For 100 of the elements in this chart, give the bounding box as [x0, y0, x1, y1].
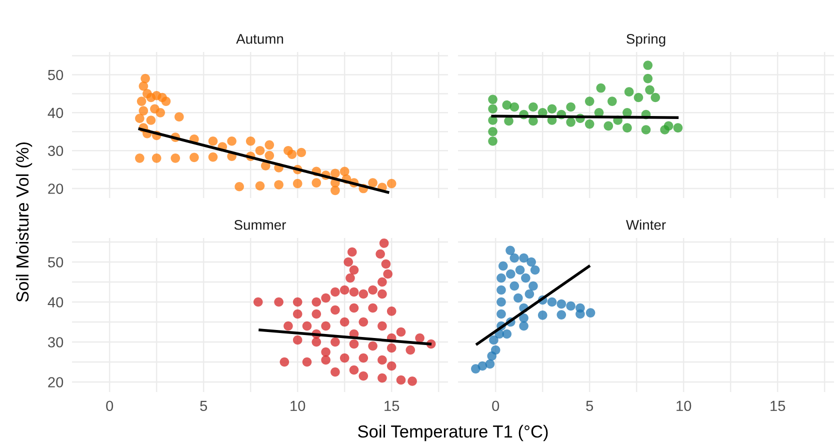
point	[378, 355, 387, 365]
x-tick-label: 10	[290, 400, 306, 412]
chart-title: Summer	[234, 220, 286, 230]
point	[586, 308, 596, 318]
point	[378, 321, 387, 331]
x-tick-label: 15	[384, 400, 400, 412]
point	[358, 371, 368, 381]
x-tick-label: 5	[586, 400, 594, 412]
y-tick-label: 20	[48, 377, 64, 388]
point	[524, 289, 534, 299]
y-tick-label: 40	[48, 108, 64, 118]
y-tick-label: 50	[48, 257, 64, 268]
point	[312, 178, 322, 188]
point	[208, 136, 218, 146]
point	[274, 180, 284, 190]
point	[415, 333, 424, 343]
point	[381, 259, 391, 269]
y-tick-label: 20	[48, 184, 64, 194]
point	[634, 92, 644, 102]
point	[368, 178, 378, 188]
point	[489, 335, 498, 345]
point	[349, 365, 359, 375]
point	[152, 154, 162, 163]
point	[302, 357, 312, 367]
point	[138, 106, 148, 116]
point	[521, 273, 530, 283]
point	[296, 148, 306, 158]
point	[312, 309, 322, 319]
point	[330, 305, 340, 315]
point	[208, 152, 218, 162]
point	[515, 265, 525, 275]
point	[622, 123, 632, 133]
point	[234, 182, 244, 192]
point	[502, 100, 512, 110]
point	[485, 359, 495, 369]
point	[576, 309, 585, 319]
point	[498, 261, 508, 271]
point	[340, 166, 350, 176]
point	[340, 285, 350, 295]
point	[386, 178, 396, 188]
point	[624, 87, 634, 96]
point	[378, 289, 387, 299]
point	[584, 96, 594, 106]
point	[330, 287, 340, 297]
y-tick-label: 40	[48, 297, 64, 308]
point	[547, 297, 557, 307]
point	[312, 337, 322, 347]
point	[566, 301, 576, 311]
point	[643, 60, 653, 70]
point	[386, 306, 396, 316]
point	[138, 81, 148, 91]
x-tick-label: 0	[106, 400, 114, 412]
point	[604, 121, 614, 131]
chart-title: Autumn	[236, 34, 284, 44]
point	[396, 375, 406, 385]
point	[378, 277, 387, 287]
point	[596, 83, 606, 93]
x-tick-label: 5	[200, 400, 208, 412]
point	[292, 297, 302, 307]
point	[504, 116, 514, 126]
x-tick-label: 0	[492, 400, 500, 412]
point	[519, 253, 528, 263]
point	[161, 96, 171, 106]
y-axis-title: Soil Moisture Vol (%)	[16, 142, 32, 302]
point	[650, 92, 660, 102]
point	[383, 269, 392, 279]
point	[347, 247, 357, 257]
point	[556, 310, 566, 320]
point	[321, 355, 330, 365]
point	[246, 136, 256, 146]
y-tick-label: 30	[48, 337, 64, 348]
point	[358, 317, 368, 327]
point	[321, 347, 330, 357]
point	[528, 102, 538, 112]
point	[641, 125, 651, 134]
point	[506, 246, 515, 256]
point	[264, 150, 274, 160]
point	[378, 373, 387, 383]
point	[174, 112, 184, 122]
point	[386, 361, 396, 371]
point	[514, 293, 523, 303]
point	[292, 309, 302, 319]
point	[330, 367, 340, 377]
point	[396, 327, 406, 337]
point	[358, 289, 368, 299]
point	[406, 345, 416, 355]
point	[506, 269, 516, 279]
point	[368, 341, 378, 351]
point	[368, 303, 378, 313]
point	[330, 186, 340, 196]
point	[645, 85, 654, 95]
point	[502, 329, 512, 339]
point	[344, 257, 354, 267]
point	[664, 121, 674, 131]
point	[379, 238, 389, 248]
point	[368, 285, 378, 295]
point	[330, 168, 340, 178]
point	[287, 150, 297, 160]
point	[135, 154, 144, 163]
point	[292, 178, 302, 188]
